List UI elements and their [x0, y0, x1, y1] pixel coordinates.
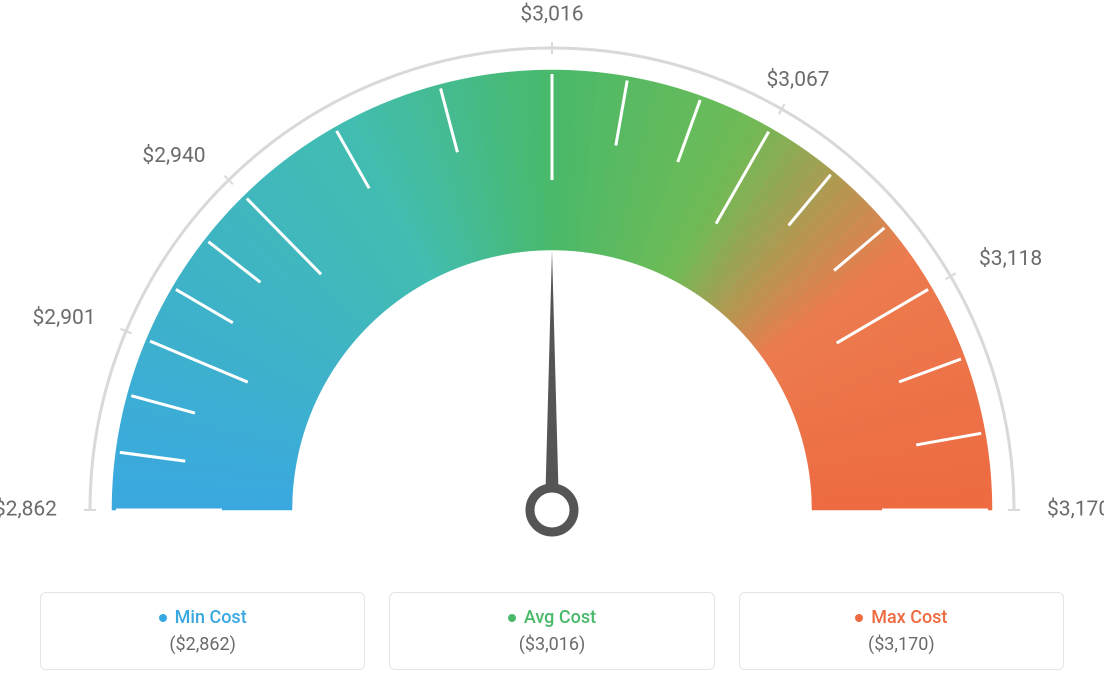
legend-max-title: Max Cost — [855, 607, 947, 628]
svg-text:$2,901: $2,901 — [32, 306, 95, 330]
svg-text:$2,862: $2,862 — [0, 498, 57, 522]
legend-min-dot-icon — [159, 614, 167, 622]
legend-card-max: Max Cost ($3,170) — [739, 592, 1064, 671]
legend-card-avg: Avg Cost ($3,016) — [389, 592, 714, 671]
svg-text:$3,016: $3,016 — [520, 3, 583, 27]
legend-min-value: ($2,862) — [51, 634, 354, 655]
legend-max-value: ($3,170) — [750, 634, 1053, 655]
legend-avg-title: Avg Cost — [508, 607, 596, 628]
legend-max-label: Max Cost — [871, 607, 947, 628]
legend-card-min: Min Cost ($2,862) — [40, 592, 365, 671]
svg-text:$3,067: $3,067 — [766, 68, 829, 92]
gauge-chart: $2,862 $2,901 $2,940 $3,016 $3,067 $3,118 $3,1… — [0, 0, 1104, 560]
legend-max-dot-icon — [855, 614, 863, 622]
svg-text:$3,118: $3,118 — [979, 247, 1042, 271]
gauge-svg: $2,862 $2,901 $2,940 $3,016 $3,067 $3,118 $3,1… — [0, 0, 1104, 560]
legend-avg-dot-icon — [508, 614, 516, 622]
legend-min-title: Min Cost — [159, 607, 247, 628]
cost-gauge-container: $2,862 $2,901 $2,940 $3,016 $3,067 $3,118 $3,1… — [0, 0, 1104, 690]
legend-avg-label: Avg Cost — [524, 607, 596, 628]
legend-avg-value: ($3,016) — [400, 634, 703, 655]
svg-text:$3,170: $3,170 — [1047, 498, 1104, 522]
svg-text:$2,940: $2,940 — [142, 144, 205, 168]
legend-min-label: Min Cost — [175, 607, 247, 628]
legend-row: Min Cost ($2,862) Avg Cost ($3,016) Max … — [40, 592, 1064, 671]
